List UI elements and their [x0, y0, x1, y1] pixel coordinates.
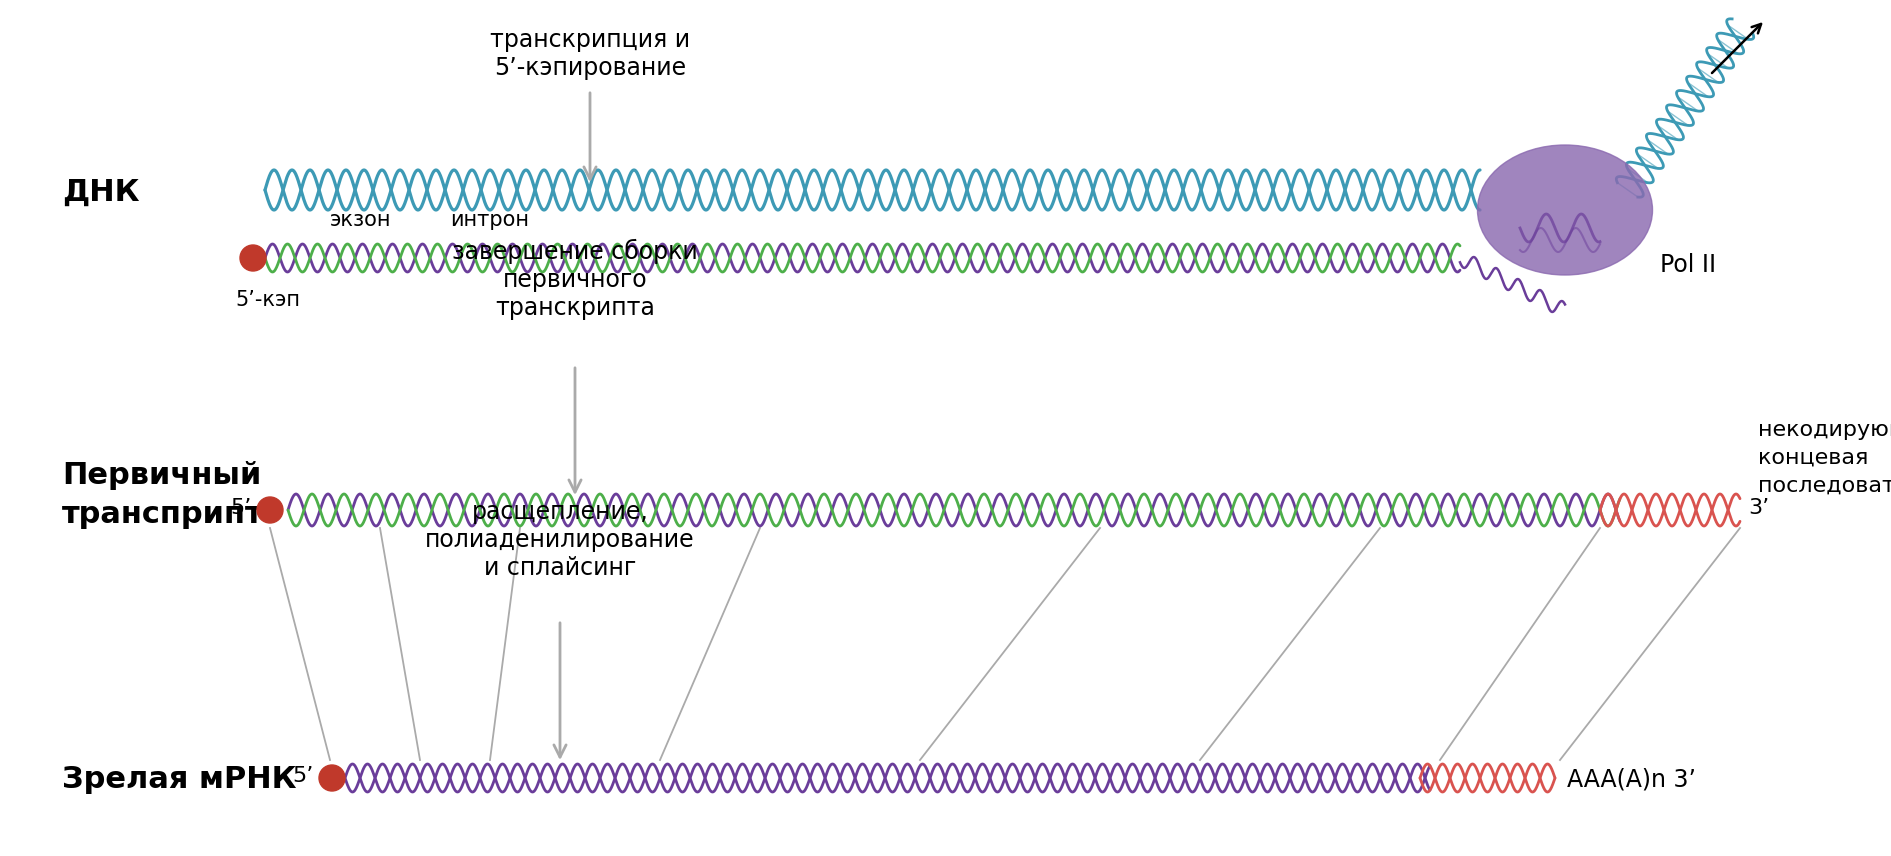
- Text: ДНК: ДНК: [62, 177, 140, 206]
- Text: 5’-кэп: 5’-кэп: [234, 290, 301, 310]
- Circle shape: [257, 497, 284, 523]
- Circle shape: [320, 765, 344, 791]
- Text: экзон: экзон: [331, 210, 391, 230]
- Ellipse shape: [1477, 145, 1653, 275]
- Circle shape: [240, 245, 267, 271]
- Text: Первичный
трансприпт: Первичный трансприпт: [62, 461, 263, 529]
- Text: интрон: интрон: [450, 210, 529, 230]
- Text: 5’: 5’: [293, 766, 314, 786]
- Text: расщепление,
полиаденилирование
и сплайсинг: расщепление, полиаденилирование и сплайс…: [425, 501, 694, 580]
- Text: Pol II: Pol II: [1660, 253, 1717, 277]
- Text: завершение сборки
первичного
транскрипта: завершение сборки первичного транскрипта: [452, 240, 698, 320]
- Text: транскрипция и
5’-кэпирование: транскрипция и 5’-кэпирование: [490, 28, 690, 80]
- Text: некодирующая
концевая
последовательность: некодирующая концевая последовательность: [1759, 420, 1891, 496]
- Text: AAA(A)n 3’: AAA(A)n 3’: [1568, 768, 1696, 792]
- Text: 5’: 5’: [231, 498, 252, 518]
- Text: Зрелая мРНК: Зрелая мРНК: [62, 765, 297, 794]
- Text: 3’: 3’: [1747, 498, 1770, 518]
